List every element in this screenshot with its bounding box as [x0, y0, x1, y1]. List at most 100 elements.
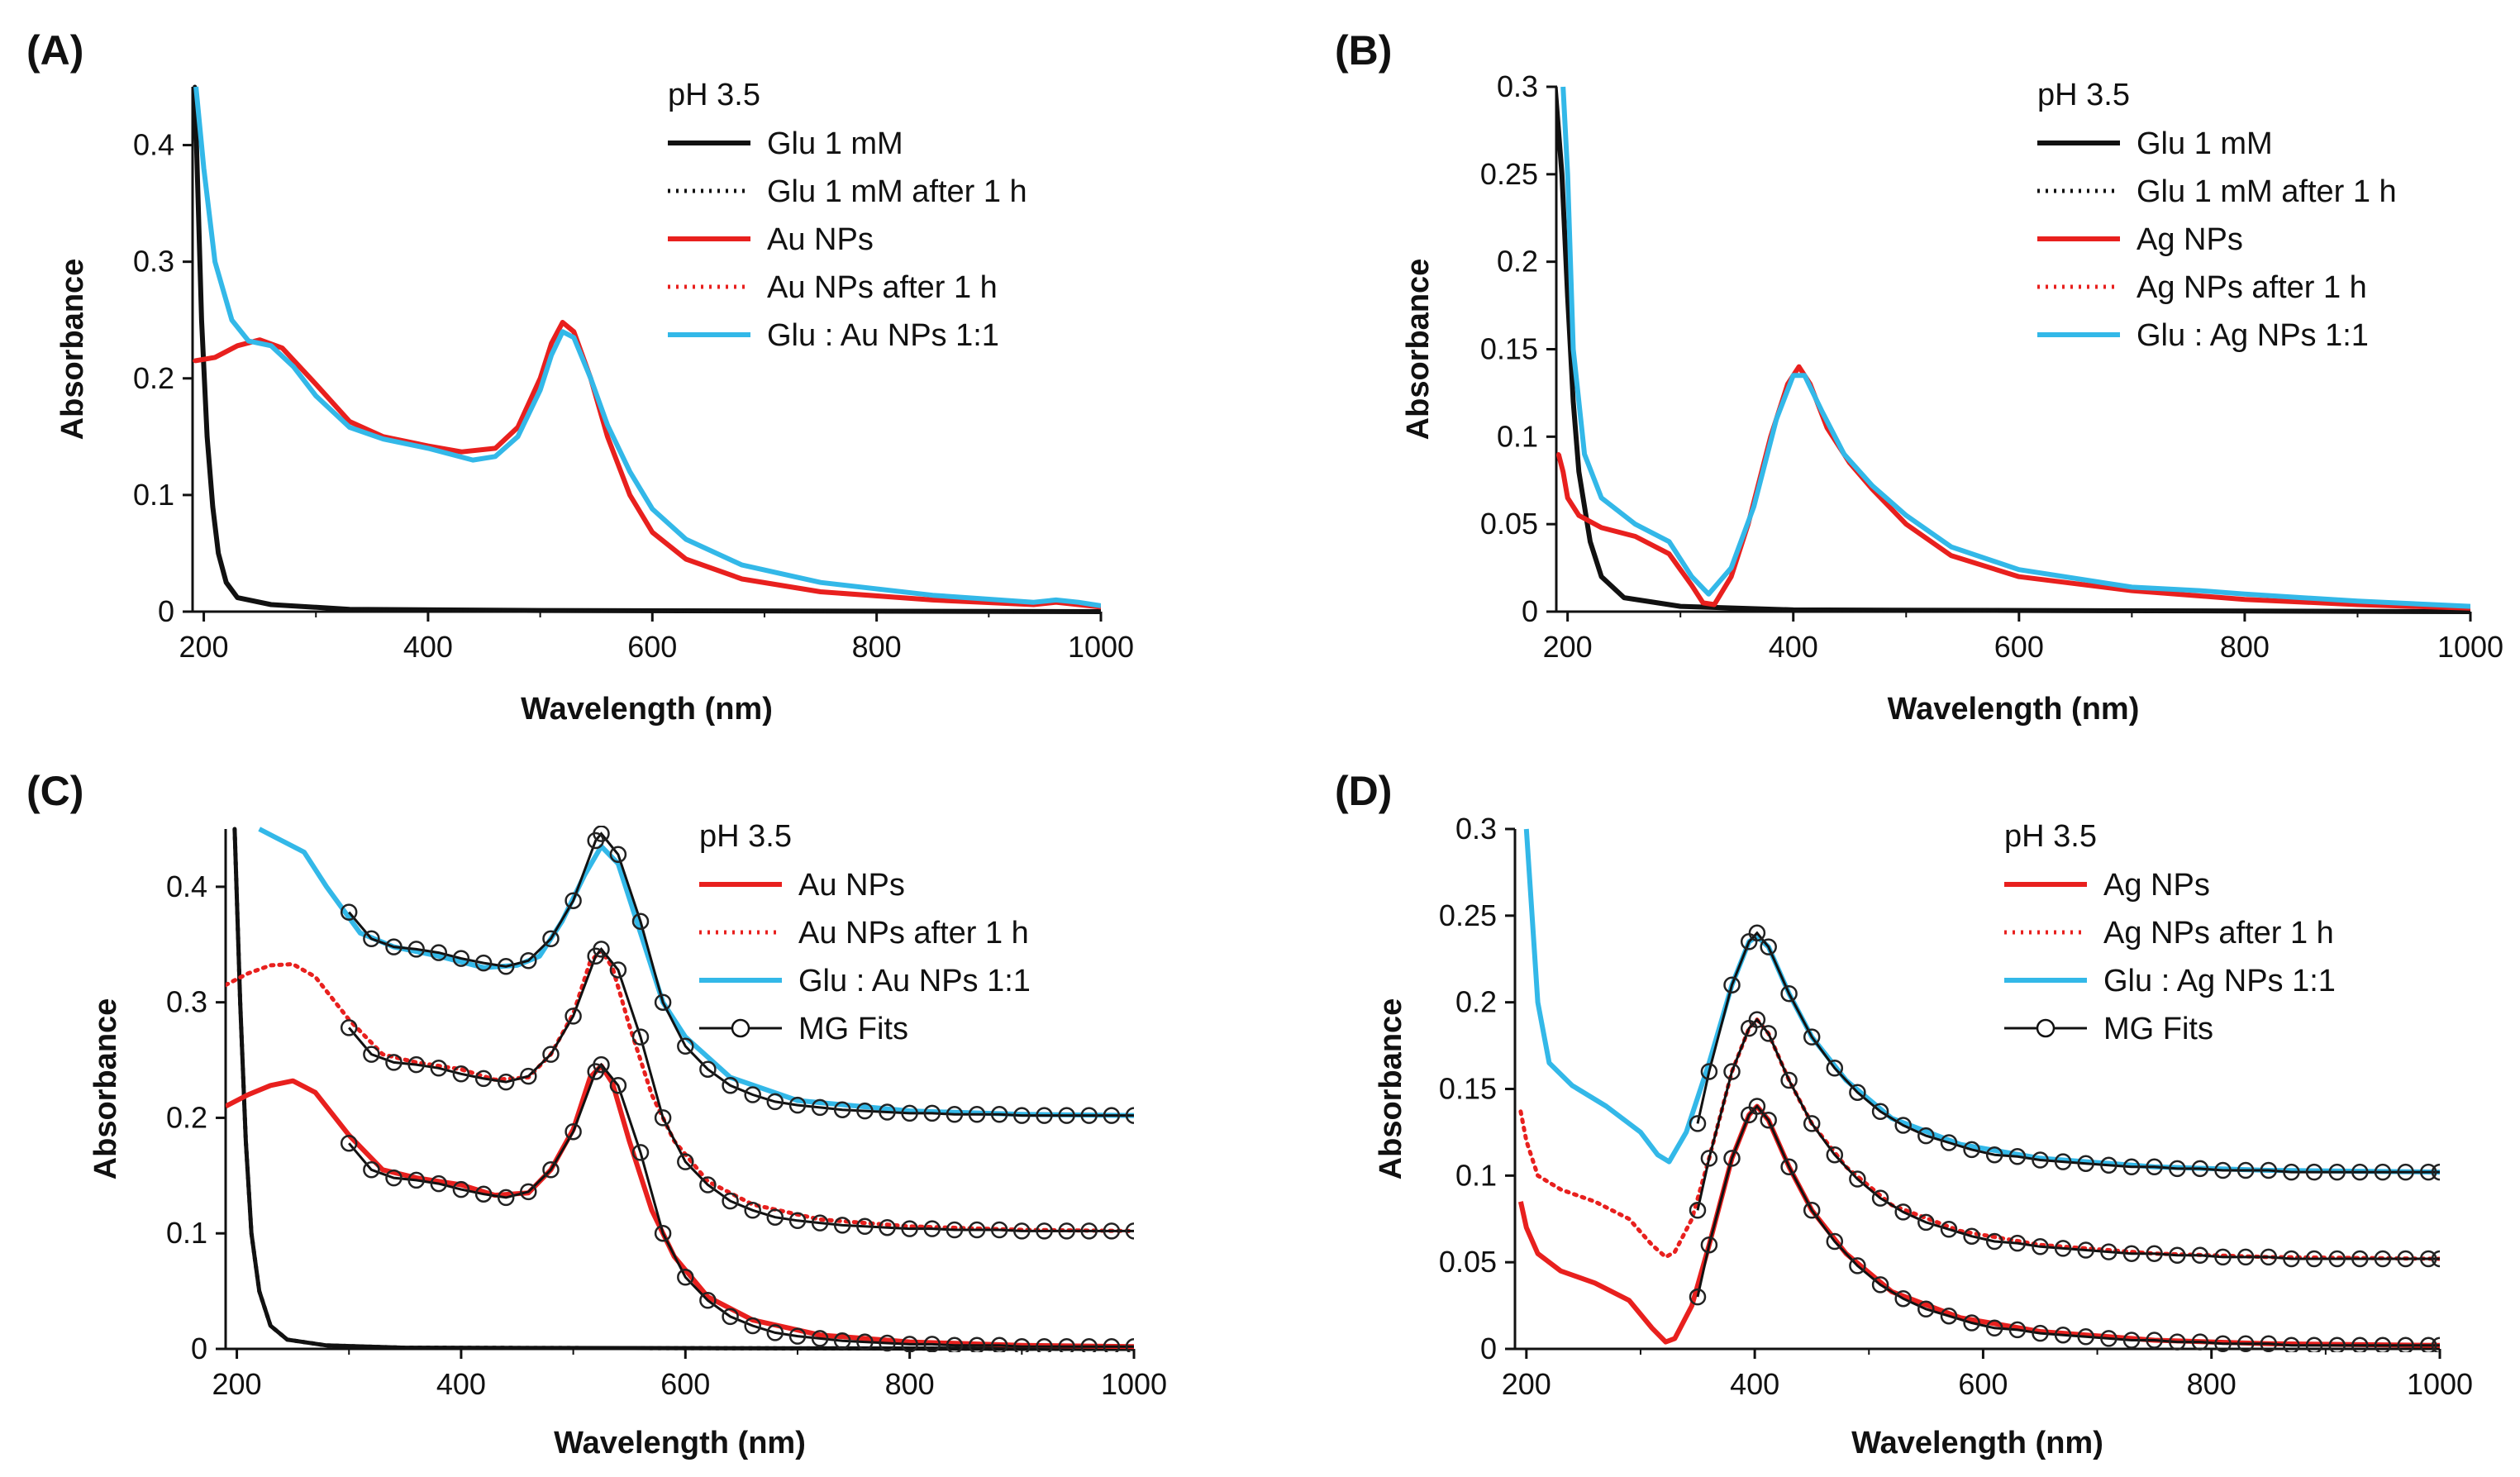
y-axis-label: Absorbance [1401, 259, 1436, 441]
y-tick-label: 0.2 [133, 361, 174, 395]
fit-marker [2100, 1243, 2117, 1260]
fit-marker [722, 1192, 739, 1210]
fit-marker [2419, 1250, 2437, 1268]
legend-label: Ag NPs after 1 h [2103, 916, 2334, 951]
fit-line [348, 831, 1134, 1117]
fit-marker [2419, 1163, 2437, 1181]
y-tick-label: 0.3 [166, 985, 207, 1019]
panel-label: (A) [26, 27, 83, 74]
fit-marker [2283, 1250, 2300, 1268]
fit-marker [497, 1189, 515, 1207]
fit-marker [1826, 1060, 1844, 1077]
y-axis-label: Absorbance [55, 259, 90, 441]
fit-marker [2397, 1250, 2414, 1268]
panel-a: (A) 200 400 600 800 1000 0 0.1 0.2 0.3 0.4 Waveleng… [26, 27, 1134, 727]
fit-marker [474, 954, 493, 972]
fit-line [348, 1062, 1134, 1348]
fit-marker [2431, 1336, 2440, 1352]
fit-marker [833, 1332, 851, 1350]
fit-marker [1826, 1146, 1844, 1164]
fit-marker [833, 1217, 851, 1234]
fit-marker [2351, 1163, 2369, 1181]
x-tick-label: 800 [2220, 630, 2270, 664]
fit-marker [497, 1073, 515, 1091]
fit-marker [1940, 1307, 1958, 1325]
fit-marker [1058, 1107, 1075, 1124]
y-tick-label: 0.1 [1497, 419, 1538, 453]
y-tick-label: 0.3 [1497, 69, 1538, 103]
series-line [232, 828, 1134, 1351]
fit-marker [452, 1180, 470, 1198]
legend-label: Glu 1 mM [2137, 126, 2273, 161]
fit-marker [542, 930, 560, 948]
fit-marker [1058, 1222, 1075, 1240]
fit-marker [811, 1098, 829, 1117]
x-axis-label: Wavelength (nm) [1888, 692, 2140, 727]
fit-marker [879, 1103, 896, 1121]
fit-marker [946, 1336, 964, 1352]
legend-label: Glu : Au NPs 1:1 [798, 964, 1031, 998]
fit-marker [2032, 1324, 2049, 1342]
fit-marker [923, 1336, 941, 1352]
fit-marker [1780, 1071, 1798, 1089]
fit-marker [1723, 976, 1741, 993]
panel-d: (D) 200 400 600 800 1000 0 0.05 0.1 0.15 0.2 0.25 0.… [1335, 768, 2473, 1460]
fit-marker [2260, 1335, 2278, 1352]
legend-label: Au NPs after 1 h [767, 270, 998, 305]
fit-marker [1748, 1098, 1766, 1115]
legend-title: pH 3.5 [668, 78, 760, 112]
series-line [193, 320, 1101, 609]
fit-marker [1894, 1117, 1912, 1134]
fit-marker [1803, 1202, 1821, 1219]
legend-label: Ag NPs [2103, 868, 2210, 903]
fit-marker [699, 1292, 717, 1309]
fit-marker [1689, 1202, 1707, 1219]
fit-marker [2032, 1238, 2049, 1255]
legend-marker [2036, 1018, 2056, 1038]
fit-marker [1058, 1337, 1075, 1352]
fit-marker [901, 1220, 918, 1237]
fit-marker [1871, 1276, 1889, 1294]
legend-title: pH 3.5 [2037, 78, 2130, 112]
series-line [1556, 84, 2470, 614]
fit-marker [430, 944, 448, 961]
fit-marker [946, 1106, 964, 1123]
fit-marker [2146, 1332, 2163, 1349]
x-tick-label: 600 [1958, 1367, 2008, 1401]
fit-marker [811, 1214, 829, 1232]
x-tick-label: 400 [1769, 630, 1818, 664]
fit-marker [2237, 1161, 2255, 1179]
fit-marker [879, 1218, 896, 1236]
series-line [193, 84, 1101, 614]
fit-marker [990, 1336, 1008, 1352]
fit-marker [677, 1037, 694, 1055]
x-tick-label: 800 [852, 630, 902, 664]
y-tick-label: 0.3 [1455, 812, 1497, 846]
legend: pH 3.5Ag NPs Ag NPs after 1 h Glu : Ag NPs… [2004, 819, 2336, 1046]
plot-area [1556, 84, 2470, 614]
fit-marker [2305, 1163, 2323, 1181]
fit-marker [474, 1185, 493, 1203]
fit-marker [1780, 984, 1798, 1003]
fit-marker [564, 892, 582, 909]
fit-marker [677, 1269, 694, 1286]
fit-marker [788, 1327, 807, 1345]
fit-marker [2008, 1148, 2027, 1165]
fit-marker [879, 1334, 896, 1352]
fit-marker [1803, 1028, 1821, 1046]
fit-marker [2008, 1234, 2027, 1252]
fit-marker [2374, 1163, 2392, 1181]
y-tick-label: 0.15 [1439, 1072, 1497, 1106]
fit-marker [430, 1060, 448, 1077]
fit-marker [990, 1221, 1008, 1239]
fit-marker [363, 1161, 380, 1179]
plot-area [193, 84, 1101, 614]
fit-marker [430, 1174, 448, 1193]
fit-marker [654, 993, 672, 1011]
x-tick-label: 200 [212, 1367, 262, 1401]
fit-marker [1036, 1337, 1053, 1352]
y-tick-label: 0.4 [166, 870, 207, 903]
y-tick-label: 0.3 [133, 245, 174, 279]
